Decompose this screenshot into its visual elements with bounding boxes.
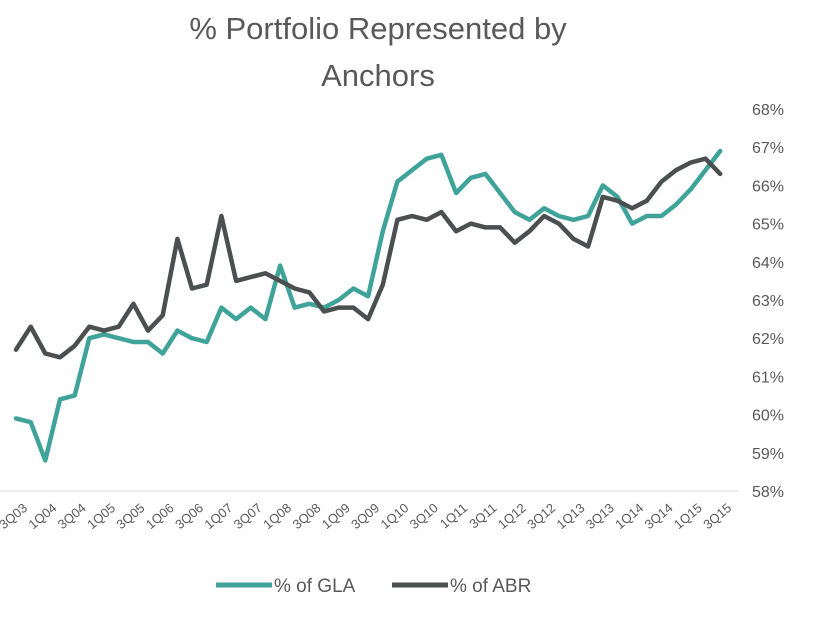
y-tick-label: 62% [752, 331, 784, 348]
y-tick-label: 64% [752, 255, 784, 272]
y-axis-tick-labels: 58% 59% 60% 61% 62% 63% 64% 65% 66% 67% 68% [752, 102, 784, 501]
series-line-abr [13, 156, 723, 360]
x-tick-label: 1Q04 [25, 500, 59, 532]
x-tick-label: 3Q12 [524, 500, 558, 532]
x-tick-label: 1Q10 [378, 500, 412, 532]
chart-title-line-2: Anchors [321, 58, 435, 93]
y-tick-label: 63% [752, 293, 784, 310]
x-tick-label: 3Q05 [113, 500, 147, 532]
x-tick-label: 3Q08 [289, 500, 323, 532]
y-tick-label: 61% [752, 369, 784, 386]
x-tick-label: 3Q06 [172, 500, 206, 532]
x-axis-tick-labels: 3Q031Q043Q041Q053Q051Q063Q061Q073Q071Q08… [0, 500, 734, 532]
x-tick-label: 3Q11 [466, 500, 499, 531]
series-line-gla [13, 148, 723, 463]
x-tick-label: 1Q09 [319, 500, 353, 532]
x-tick-label: 1Q11 [437, 500, 470, 531]
legend-label-gla: % of GLA [274, 576, 356, 597]
x-tick-label: 1Q07 [201, 500, 235, 532]
y-tick-label: 66% [752, 178, 784, 195]
x-tick-label: 3Q10 [407, 500, 441, 532]
x-tick-label: 3Q04 [55, 500, 89, 532]
y-tick-label: 65% [752, 217, 784, 234]
y-tick-label: 58% [752, 484, 784, 501]
series-lines [13, 148, 723, 463]
legend: % of GLA % of ABR [216, 576, 531, 597]
x-tick-label: 3Q03 [0, 500, 30, 532]
x-tick-label: 1Q06 [143, 500, 177, 532]
x-tick-label: 1Q13 [554, 500, 588, 532]
x-tick-label: 1Q05 [84, 500, 118, 532]
x-tick-label: 3Q09 [348, 500, 382, 532]
x-tick-label: 3Q14 [642, 500, 676, 532]
x-tick-label: 1Q14 [612, 500, 646, 532]
x-tick-label: 3Q13 [583, 500, 617, 532]
x-tick-label: 3Q15 [700, 500, 734, 532]
chart-title-line-1: % Portfolio Represented by [189, 11, 567, 46]
x-tick-label: 3Q07 [231, 500, 265, 532]
x-tick-label: 1Q08 [260, 500, 294, 532]
x-tick-label: 1Q15 [671, 500, 705, 532]
legend-label-abr: % of ABR [450, 576, 531, 597]
x-tick-label: 1Q12 [495, 500, 529, 532]
y-tick-label: 59% [752, 446, 784, 463]
y-tick-label: 67% [752, 140, 784, 157]
y-tick-label: 60% [752, 408, 784, 425]
y-tick-label: 68% [752, 102, 784, 119]
